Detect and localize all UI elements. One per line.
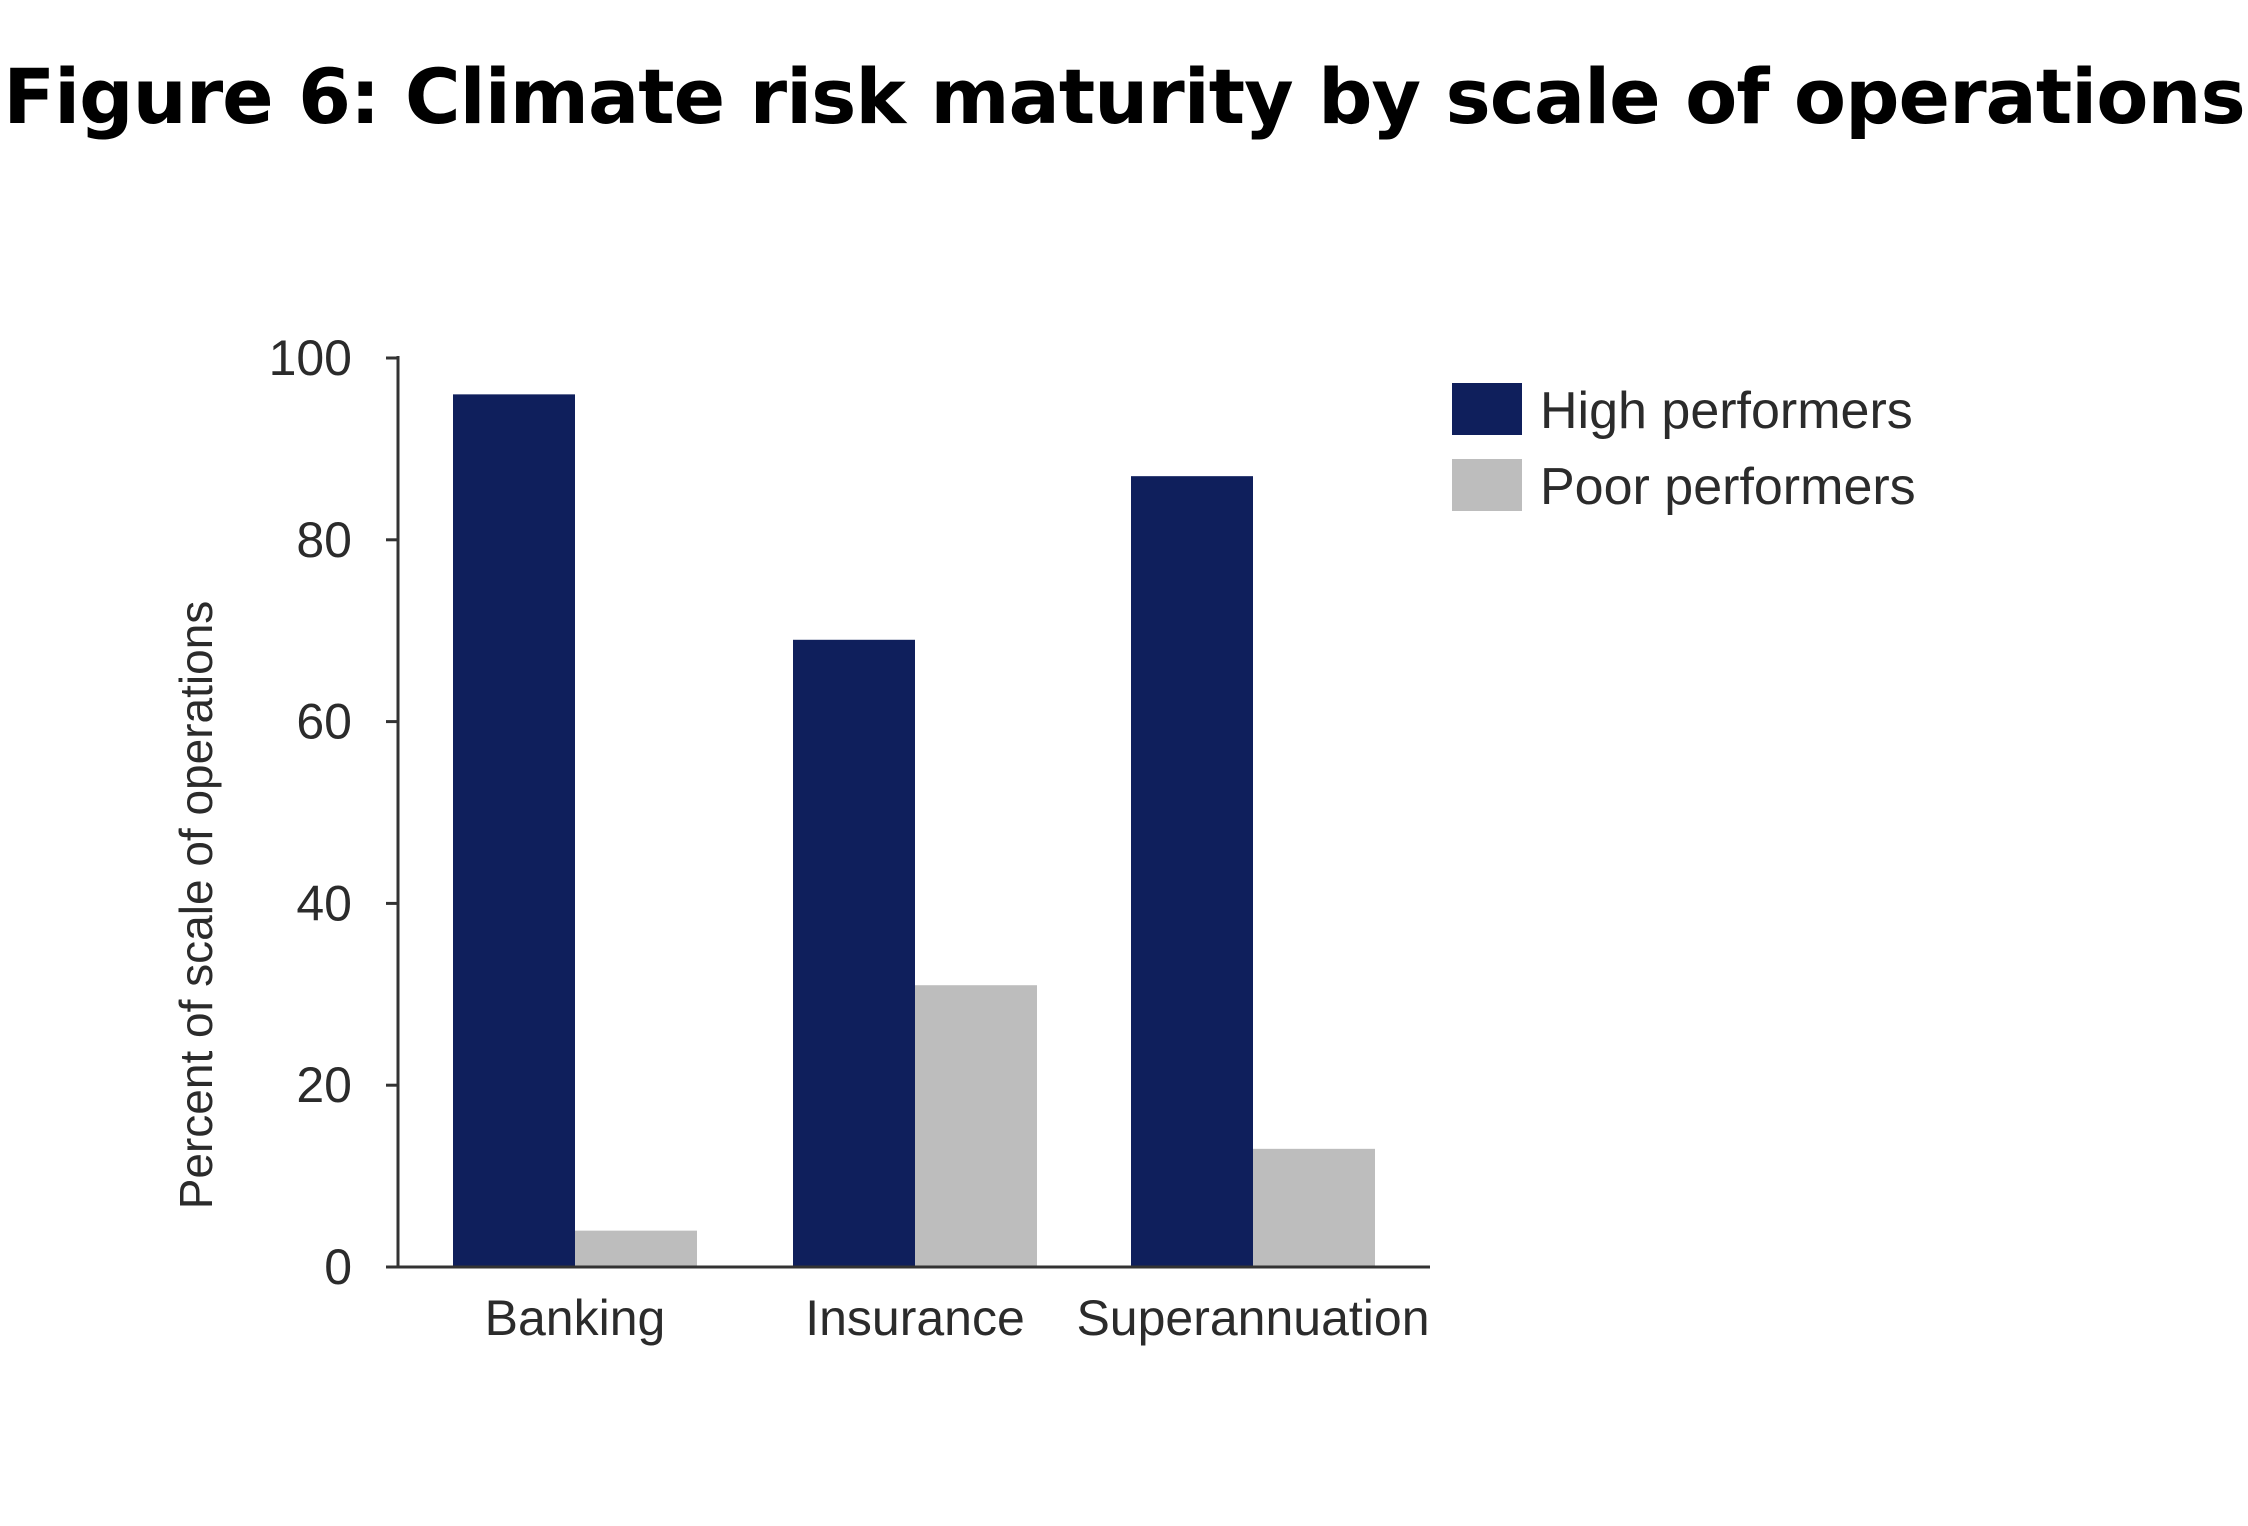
x-tick-label: Superannuation — [1076, 1290, 1429, 1346]
bar-high-performers-superannuation — [1131, 476, 1253, 1267]
y-axis-ticks: 0 20 40 60 80 100 — [269, 330, 398, 1295]
x-tick-label: Insurance — [805, 1290, 1025, 1346]
y-axis-label: Percent of scale of operations — [170, 601, 222, 1210]
legend: High performers Poor performers — [1452, 382, 1916, 516]
legend-swatch — [1452, 383, 1522, 435]
legend-label: High performers — [1540, 382, 1913, 440]
axes — [391, 356, 1430, 1269]
y-tick-label: 20 — [296, 1057, 352, 1113]
y-tick-label: 80 — [296, 512, 352, 568]
y-tick-label: 100 — [269, 330, 352, 386]
figure-title: Figure 6: Climate risk maturity by scale… — [3, 52, 2246, 141]
bars — [453, 394, 1375, 1267]
legend-label: Poor performers — [1540, 458, 1916, 516]
y-tick-label: 40 — [296, 875, 352, 931]
y-tick-label: 0 — [324, 1239, 352, 1295]
bar-poor-performers-insurance — [915, 985, 1037, 1267]
bar-high-performers-insurance — [793, 639, 915, 1267]
x-tick-label: Banking — [485, 1290, 666, 1346]
x-axis-labels: Banking Insurance Superannuation — [485, 1290, 1430, 1346]
y-tick-label: 60 — [296, 694, 352, 750]
y-axis-title: Percent of scale of operations — [170, 601, 222, 1210]
bar-poor-performers-banking — [575, 1230, 697, 1267]
bar-poor-performers-superannuation — [1253, 1148, 1375, 1267]
bar-high-performers-banking — [453, 394, 575, 1267]
legend-swatch — [1452, 459, 1522, 511]
